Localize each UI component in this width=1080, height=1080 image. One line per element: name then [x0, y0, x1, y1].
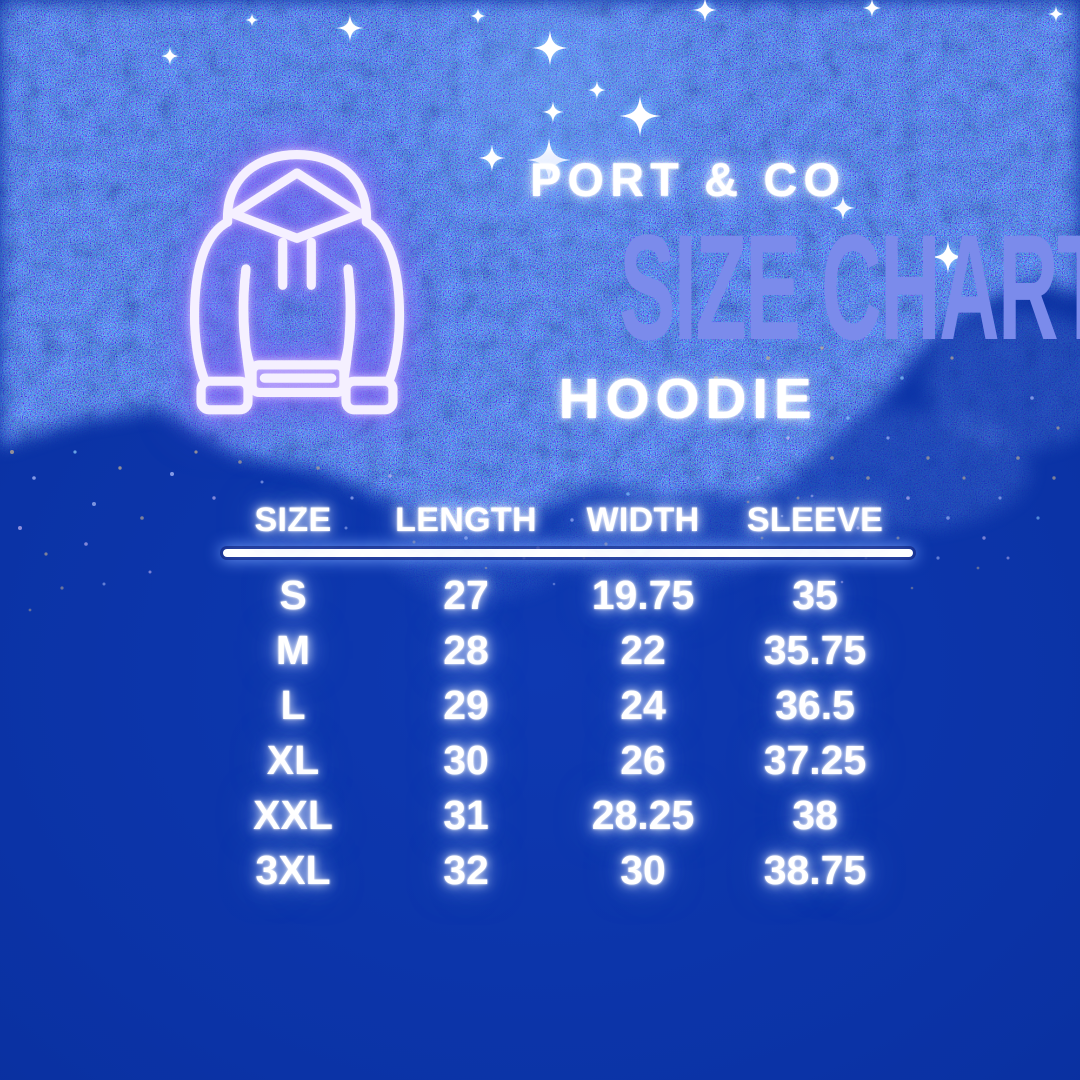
table-row: 3XL 32 30 38.75: [223, 843, 913, 898]
column-header-length: LENGTH: [395, 500, 537, 539]
size-cell: XL: [266, 737, 320, 783]
product-subtitle: HOODIE: [558, 367, 818, 431]
table-header-row: SIZE LENGTH WIDTH SLEEVE: [223, 498, 913, 542]
table-row: S 27 19.75 35: [223, 568, 913, 623]
sleeve-cell: 38.75: [763, 847, 867, 893]
table-row: L 29 24 36.5: [223, 678, 913, 733]
column-header-width: WIDTH: [586, 500, 700, 539]
length-cell: 27: [443, 572, 489, 618]
header-divider: [223, 549, 913, 557]
table-row: XL 30 26 37.25: [223, 733, 913, 788]
table-row: XXL 31 28.25 38: [223, 788, 913, 843]
hoodie-icon: [174, 124, 420, 420]
width-cell: 22: [620, 627, 666, 673]
length-cell: 29: [443, 682, 489, 728]
size-cell: 3XL: [255, 847, 331, 893]
length-cell: 28: [443, 627, 489, 673]
size-cell: L: [280, 682, 306, 728]
sleeve-cell: 35: [792, 572, 838, 618]
size-cell: S: [279, 572, 307, 618]
table-row: M 28 22 35.75: [223, 623, 913, 678]
width-cell: 24: [620, 682, 666, 728]
hoodie-outline: [189, 150, 405, 415]
page-title: SIZE CHART: [619, 203, 1080, 371]
title-block: PORT & CO SIZE CHART HOODIE: [428, 153, 1080, 431]
page-title-wrap: SIZE CHART: [428, 212, 1080, 362]
length-cell: 30: [443, 737, 489, 783]
glitter-texture: [0, 0, 1080, 620]
table-body: S 27 19.75 35 M 28 22 35.75 L 29 24 36.5…: [223, 568, 913, 898]
width-cell: 30: [620, 847, 666, 893]
sleeve-cell: 35.75: [763, 627, 867, 673]
star-sparkles: [159, 0, 1065, 275]
width-cell: 19.75: [591, 572, 695, 618]
sleeve-cell: 38: [792, 792, 838, 838]
sleeve-cell: 37.25: [763, 737, 867, 783]
length-cell: 31: [443, 792, 489, 838]
size-cell: XXL: [253, 792, 333, 838]
length-cell: 32: [443, 847, 489, 893]
column-header-size: SIZE: [254, 500, 332, 539]
column-header-sleeve: SLEEVE: [746, 500, 884, 539]
width-cell: 26: [620, 737, 666, 783]
width-cell: 28.25: [591, 792, 695, 838]
glitter-spray: [10, 336, 1060, 612]
brand-name: PORT & CO: [529, 153, 847, 206]
sleeve-cell: 36.5: [775, 682, 855, 728]
size-table: SIZE LENGTH WIDTH SLEEVE S 27 19.75 35 M…: [223, 498, 913, 898]
size-cell: M: [275, 627, 311, 673]
